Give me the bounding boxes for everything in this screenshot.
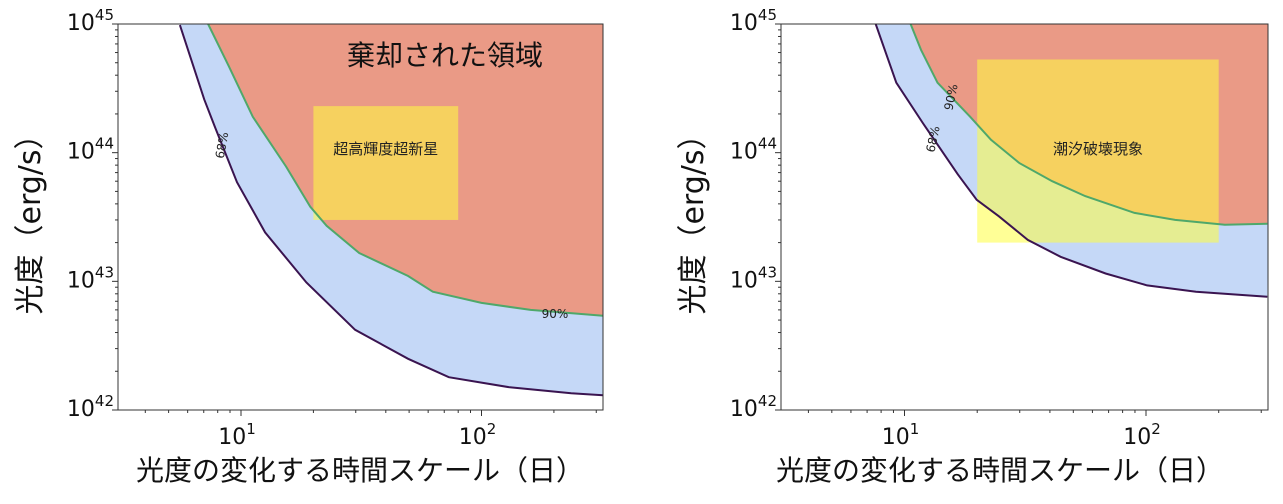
y-tick-label: 1042 xyxy=(730,392,777,422)
x-tick-label: 102 xyxy=(459,420,497,450)
y-axis-label: 光度（erg/s） xyxy=(676,119,711,314)
y-tick-base: 10 xyxy=(67,140,95,165)
x-tick-label: 101 xyxy=(218,420,256,450)
x-tick-label: 102 xyxy=(1123,420,1161,450)
y-tick-base: 10 xyxy=(730,397,758,422)
x-tick-base: 10 xyxy=(882,425,910,450)
x-axis-label: 光度の変化する時間スケール（日） xyxy=(776,454,1224,487)
x-tick-exponent: 2 xyxy=(487,420,497,438)
y-tick-label: 1044 xyxy=(67,135,114,165)
axes-frame xyxy=(117,23,604,411)
curve-90-percent xyxy=(207,24,603,317)
y-tick-exponent: 42 xyxy=(95,392,114,410)
box-label: 潮汐破壊現象 xyxy=(1053,140,1143,158)
curve-68-percent xyxy=(874,24,1268,298)
y-tick-label: 1042 xyxy=(67,392,114,422)
x-tick-exponent: 1 xyxy=(246,420,256,438)
x-axis-label: 光度の変化する時間スケール（日） xyxy=(136,454,584,487)
contour-label: 68% xyxy=(213,131,231,160)
box-label: 超高輝度超新星 xyxy=(333,140,438,158)
axes-frame xyxy=(780,23,1269,411)
y-tick-base: 10 xyxy=(67,268,95,293)
y-tick-base: 10 xyxy=(67,397,95,422)
y-tick-label: 1043 xyxy=(67,263,114,293)
y-tick-exponent: 43 xyxy=(758,263,777,281)
x-tick-base: 10 xyxy=(459,425,487,450)
y-tick-label: 1043 xyxy=(730,263,777,293)
plot-area xyxy=(874,24,1268,298)
contour-label: 90% xyxy=(941,83,960,112)
y-tick-base: 10 xyxy=(730,268,758,293)
rejected-region-label: 棄却された領域 xyxy=(347,39,543,72)
y-tick-exponent: 45 xyxy=(758,6,777,24)
x-tick-exponent: 1 xyxy=(910,420,920,438)
y-axis-label: 光度（erg/s） xyxy=(13,119,48,314)
x-tick-base: 10 xyxy=(218,425,246,450)
x-tick-label: 101 xyxy=(882,420,920,450)
curve-90-percent xyxy=(909,24,1268,226)
y-tick-label: 1045 xyxy=(730,6,777,36)
y-tick-base: 10 xyxy=(67,11,95,36)
source-class-box xyxy=(313,106,459,220)
y-tick-exponent: 42 xyxy=(758,392,777,410)
contour-label: 68% xyxy=(923,125,942,154)
source-class-box xyxy=(977,59,1219,243)
y-tick-label: 1044 xyxy=(730,135,777,165)
x-tick-base: 10 xyxy=(1123,425,1151,450)
plot-area xyxy=(178,24,603,397)
curve-68-percent xyxy=(178,24,603,397)
y-tick-label: 1045 xyxy=(67,6,114,36)
y-tick-exponent: 43 xyxy=(95,263,114,281)
y-tick-base: 10 xyxy=(730,140,758,165)
y-tick-exponent: 44 xyxy=(758,135,777,153)
y-tick-base: 10 xyxy=(730,11,758,36)
x-tick-exponent: 2 xyxy=(1151,420,1161,438)
y-tick-exponent: 44 xyxy=(95,135,114,153)
y-tick-exponent: 45 xyxy=(95,6,114,24)
contour-label: 90% xyxy=(542,307,569,321)
